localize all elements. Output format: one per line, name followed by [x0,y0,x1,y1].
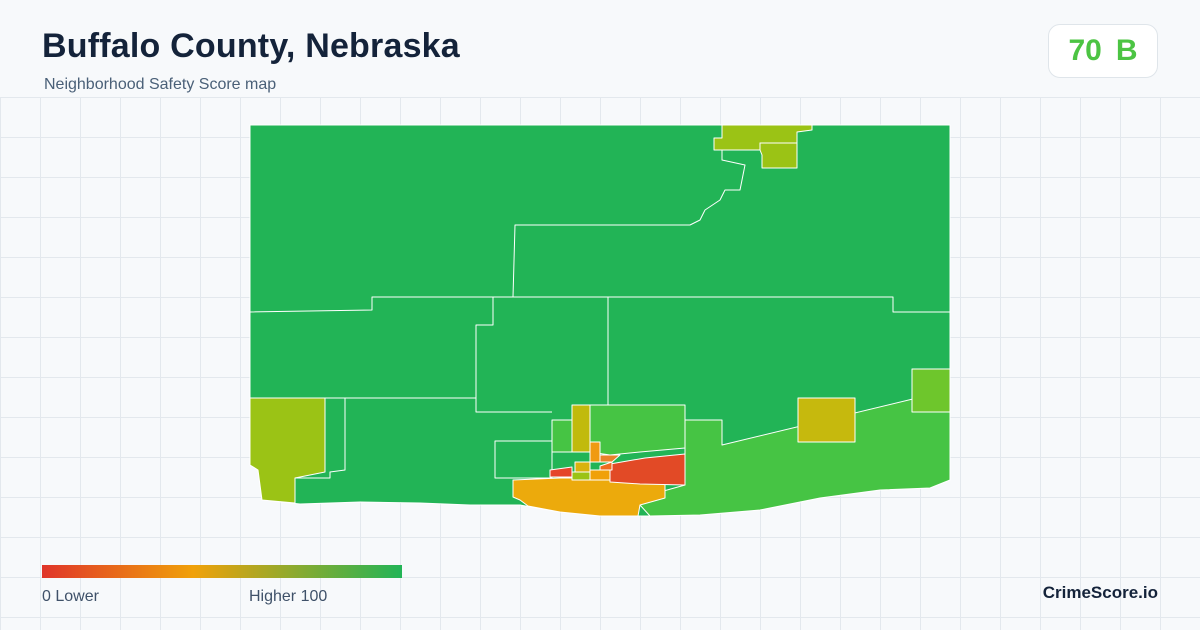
region-kearney-core-3[interactable] [599,461,613,471]
region-kearney-core-8[interactable] [599,454,621,463]
region-north-small-2[interactable] [759,142,798,169]
score-grade: B [1115,34,1138,67]
region-box-west[interactable] [494,440,553,479]
legend-min-label: 0 Lower [42,588,99,605]
boundary-west [475,297,552,413]
region-east-edge[interactable] [911,368,951,413]
region-east-square[interactable] [797,397,856,443]
region-center-tall[interactable] [571,404,591,453]
region-kearney-core-7[interactable] [571,471,591,481]
brand-logo: CrimeScore.io [1042,583,1158,602]
boundary-southwest [295,398,346,479]
region-kearney-core-5[interactable] [574,461,591,473]
page-title: Buffalo County, Nebraska [42,27,460,65]
region-west-block[interactable] [249,397,326,504]
header [0,0,1200,97]
region-center-south[interactable] [589,404,686,456]
legend-gradient [42,565,402,578]
region-kearney-core-6[interactable] [589,469,611,481]
score-badge: 70 B [1048,24,1158,78]
legend-max-label: Higher 100 [249,588,328,605]
region-kearney-core-4[interactable] [589,441,601,463]
boundary-north [512,125,746,298]
page-subtitle: Neighborhood Safety Score map [44,76,277,93]
score-value: 70 [1068,34,1102,67]
region-kearney-core-2[interactable] [609,453,686,486]
region-center-west-strip[interactable] [551,419,573,453]
